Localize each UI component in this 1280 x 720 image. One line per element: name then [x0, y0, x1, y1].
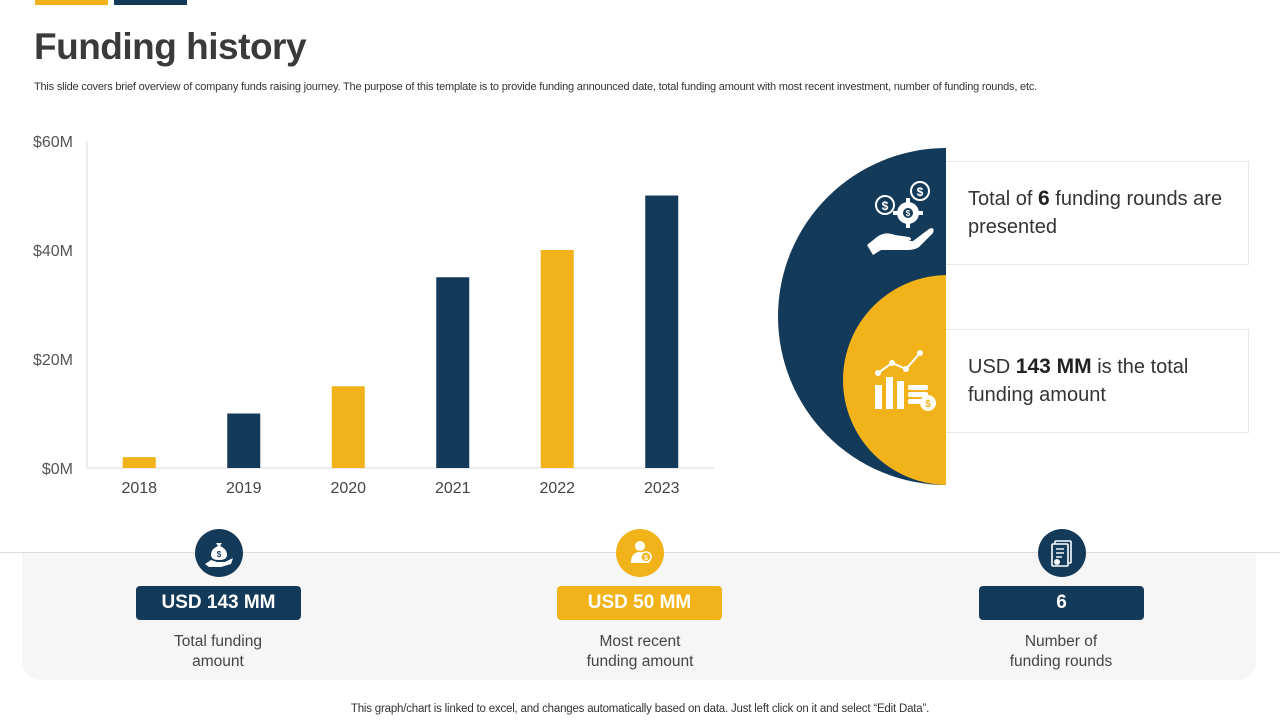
page-subtitle: This slide covers brief overview of comp… — [34, 81, 1037, 93]
growth-chart-coins-icon: $ — [872, 347, 938, 413]
x-tick-label: 2021 — [435, 480, 471, 497]
kpi-label-total-funding: Total funding amount — [174, 633, 262, 670]
kpi-value-recent-funding: USD 50 MM — [557, 586, 722, 620]
info-card-funding-rounds: Total of 6 funding rounds are presented — [946, 161, 1249, 265]
x-tick-label: 2020 — [330, 480, 366, 497]
bar-2020 — [331, 386, 365, 468]
kpi-label-funding-rounds: Number of funding rounds — [1009, 633, 1113, 670]
kpi-value-funding-rounds: 6 — [979, 586, 1144, 620]
svg-text:$: $ — [882, 199, 889, 213]
info-card-text: USD 143 MM is the total funding amount — [968, 355, 1189, 406]
top-accent-gold — [35, 0, 108, 5]
page-title: Funding history — [34, 26, 307, 67]
x-tick-label: 2022 — [539, 480, 575, 497]
top-accent-navy — [114, 0, 187, 5]
info-card-total-funding: USD 143 MM is the total funding amount — [946, 329, 1249, 433]
y-tick-label: $40M — [33, 243, 73, 260]
x-tick-label: 2018 — [121, 480, 157, 497]
kpi-value-total-funding: USD 143 MM — [136, 586, 301, 620]
svg-text:$: $ — [217, 550, 222, 559]
investor-money-icon: $ — [616, 529, 664, 577]
svg-text:$: $ — [644, 555, 648, 562]
info-card-text: Total of 6 funding rounds are presented — [968, 187, 1223, 238]
svg-text:$: $ — [906, 209, 911, 218]
y-tick-label: $0M — [42, 461, 73, 478]
money-hand-gear-icon: $ $ $ — [862, 178, 940, 256]
bar-2021 — [436, 277, 470, 468]
x-tick-label: 2019 — [226, 480, 262, 497]
svg-text:$: $ — [917, 185, 924, 199]
y-tick-label: $60M — [33, 134, 73, 151]
kpi-label-recent-funding: Most recent funding amount — [586, 633, 694, 670]
svg-text:$: $ — [925, 399, 931, 410]
footnote: This graph/chart is linked to excel, and… — [350, 703, 930, 715]
bar-2023 — [645, 195, 679, 468]
semicircle-graphic — [778, 148, 946, 485]
bar-2019 — [227, 413, 261, 468]
bar-2018 — [122, 457, 156, 468]
bar-2022 — [540, 250, 574, 468]
y-tick-label: $20M — [33, 352, 73, 369]
x-tick-label: 2023 — [644, 480, 680, 497]
document-rounds-icon — [1038, 529, 1086, 577]
money-bag-hand-icon: $ — [195, 529, 243, 577]
funding-bar-chart: $0M $20M $40M $60M 2018 2019 2020 2021 2022 2023 — [33, 134, 714, 497]
